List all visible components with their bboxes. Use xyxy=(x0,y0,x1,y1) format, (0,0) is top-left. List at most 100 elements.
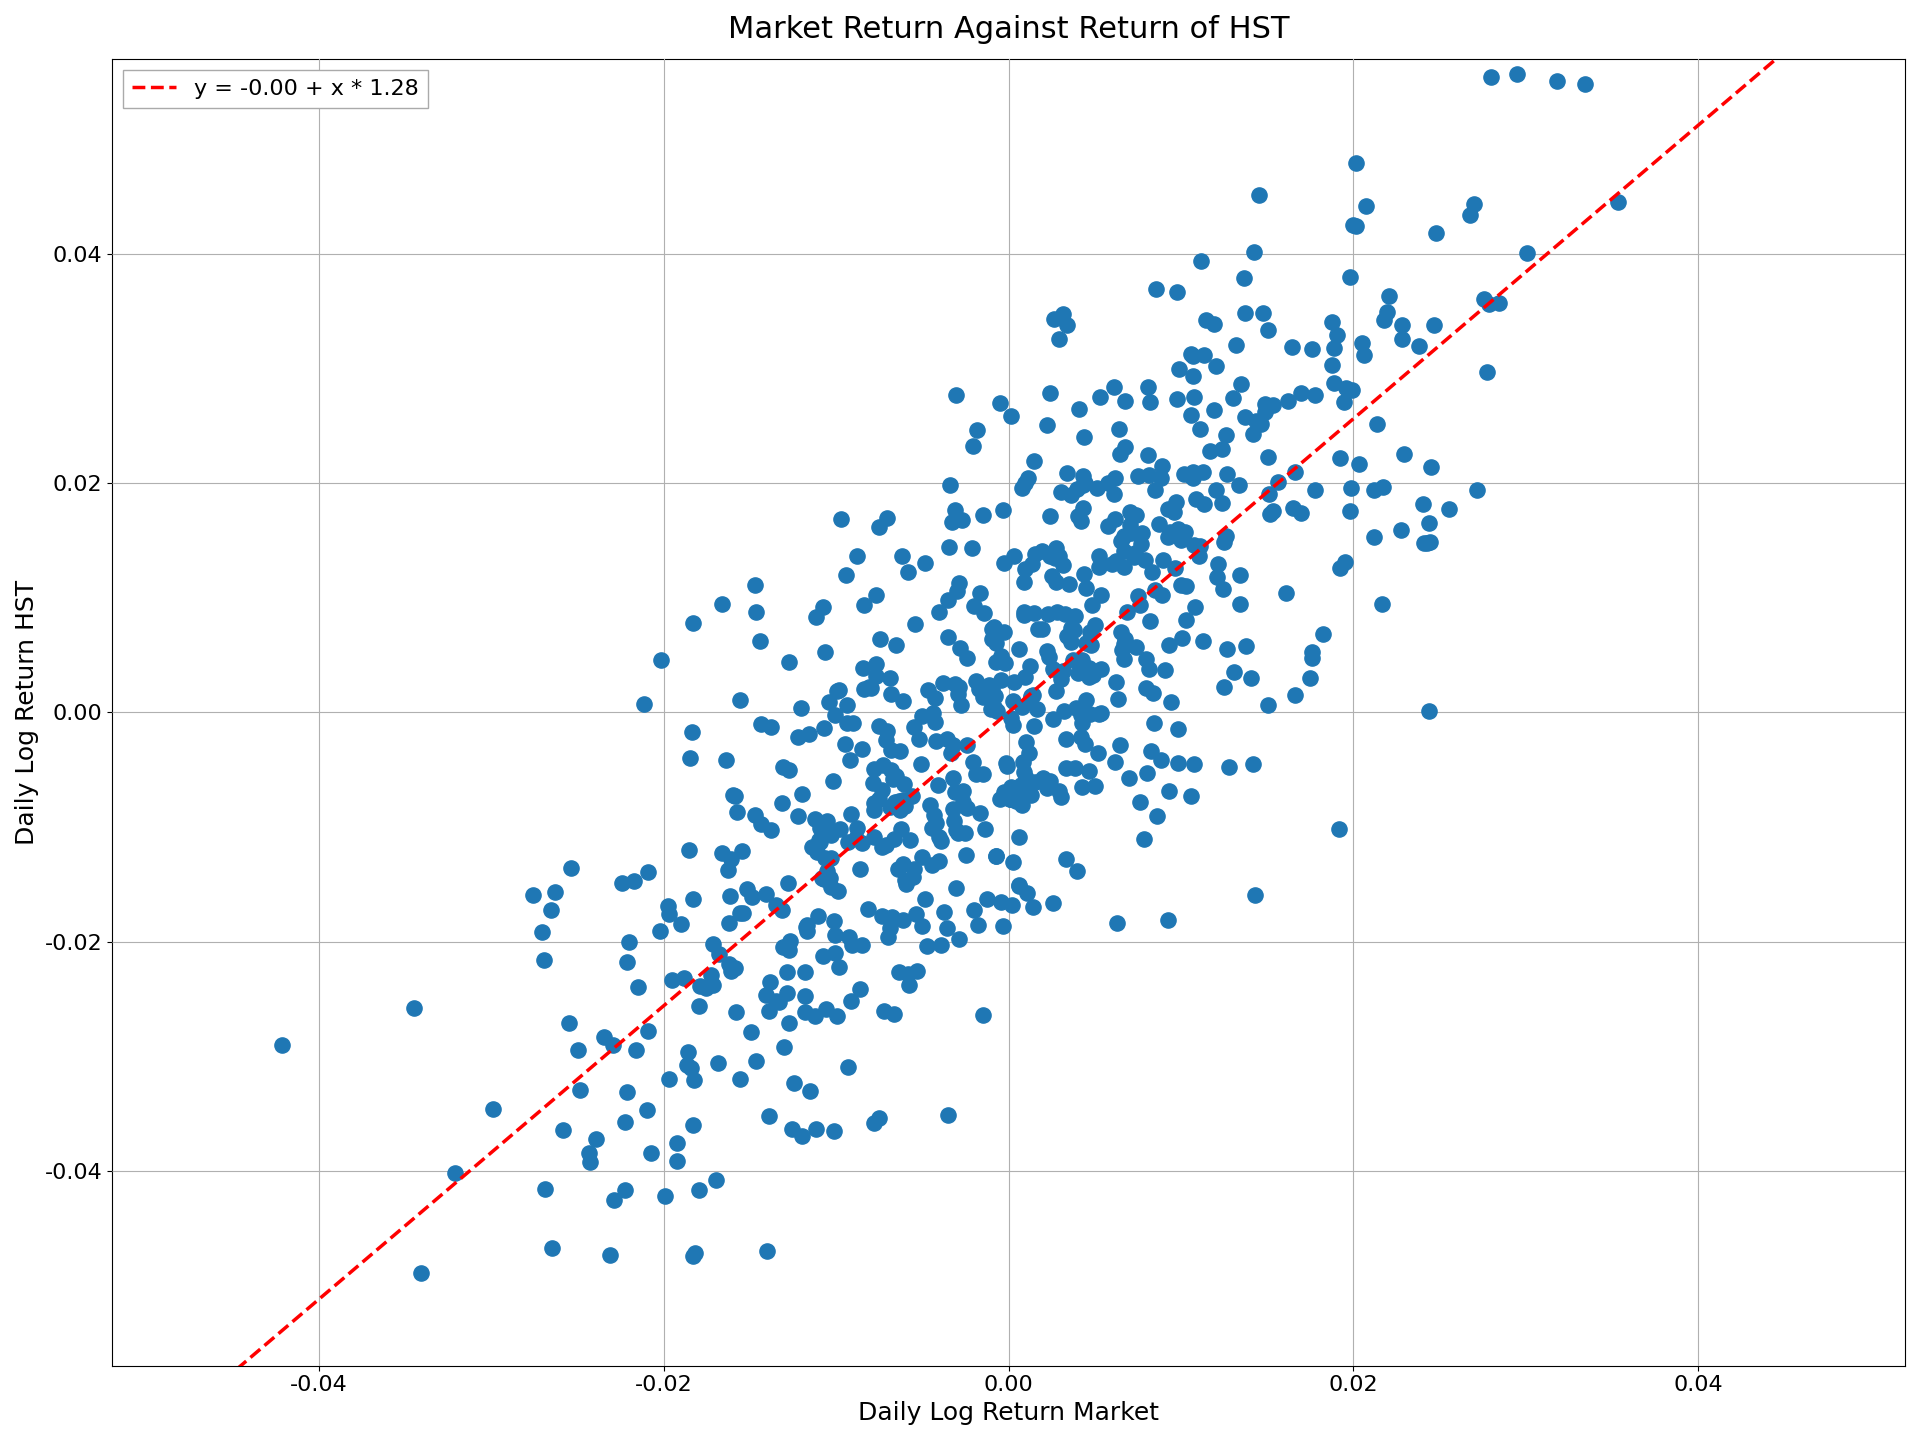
Point xyxy=(707,841,737,864)
Point xyxy=(1261,471,1292,494)
Point xyxy=(705,942,735,965)
Point xyxy=(1223,474,1254,497)
Point xyxy=(945,927,975,950)
Point xyxy=(714,912,745,935)
Point xyxy=(1119,541,1150,564)
Point xyxy=(1140,278,1171,301)
Point xyxy=(883,858,914,881)
Point xyxy=(906,914,937,937)
Point xyxy=(741,1050,772,1073)
Point xyxy=(793,723,824,746)
Point xyxy=(672,1040,703,1063)
Point xyxy=(943,572,973,595)
Point xyxy=(1183,544,1213,567)
Point xyxy=(814,690,845,713)
Point xyxy=(1098,482,1129,505)
Point xyxy=(1102,688,1133,711)
Point xyxy=(1388,442,1419,465)
Point xyxy=(920,711,950,734)
Point xyxy=(1100,467,1131,490)
Point xyxy=(1108,648,1139,671)
Point xyxy=(1300,383,1331,406)
Point xyxy=(952,647,983,670)
Point xyxy=(1066,703,1096,726)
Point xyxy=(739,573,770,596)
Point xyxy=(906,845,937,868)
Point xyxy=(1202,553,1233,576)
Point xyxy=(1371,301,1402,324)
Point xyxy=(939,780,970,804)
Point xyxy=(1100,752,1131,775)
Point xyxy=(829,732,860,755)
Point xyxy=(645,920,676,943)
Point xyxy=(1056,631,1087,654)
Point xyxy=(662,1132,693,1155)
Point xyxy=(866,778,897,801)
Point xyxy=(674,838,705,861)
Point xyxy=(774,929,804,952)
Point xyxy=(998,544,1029,567)
Point xyxy=(1252,694,1283,717)
Point xyxy=(1064,504,1094,527)
Point xyxy=(1156,521,1187,544)
Point xyxy=(806,945,837,968)
Point xyxy=(1104,418,1135,441)
Point xyxy=(885,739,916,762)
Point xyxy=(885,818,916,841)
Point xyxy=(960,899,991,922)
Point xyxy=(611,1110,641,1133)
Point xyxy=(1121,635,1152,658)
Point xyxy=(1348,331,1379,354)
Point xyxy=(943,821,973,844)
Point xyxy=(1300,478,1331,501)
Point xyxy=(1139,681,1169,704)
Point xyxy=(937,510,968,533)
Point xyxy=(860,652,891,675)
Point xyxy=(887,909,918,932)
Point xyxy=(1041,546,1071,569)
Point xyxy=(1162,752,1192,775)
Point xyxy=(933,589,964,612)
Point xyxy=(1179,596,1210,619)
Point xyxy=(833,1056,864,1079)
Point xyxy=(1369,308,1400,331)
Point xyxy=(912,678,943,701)
Point xyxy=(1018,553,1048,576)
Point xyxy=(960,670,991,693)
Point xyxy=(580,1128,611,1151)
Point xyxy=(1469,288,1500,311)
Point xyxy=(947,508,977,531)
Point xyxy=(1083,703,1114,726)
Point xyxy=(1081,477,1112,500)
Point xyxy=(1419,314,1450,337)
Point xyxy=(824,956,854,979)
Point xyxy=(1033,602,1064,625)
Point xyxy=(1092,472,1123,495)
Point xyxy=(1008,570,1039,593)
Point xyxy=(732,878,762,901)
Point xyxy=(1212,462,1242,485)
Point xyxy=(922,812,952,835)
Point xyxy=(847,657,877,680)
Point xyxy=(1152,526,1183,549)
Point xyxy=(1079,613,1110,636)
Point xyxy=(995,788,1025,811)
Point xyxy=(1006,696,1037,719)
Point xyxy=(1041,680,1071,703)
Point xyxy=(1068,497,1098,520)
Point xyxy=(555,857,586,880)
Point xyxy=(1198,312,1229,336)
Point xyxy=(852,897,883,920)
Point xyxy=(887,852,918,876)
Point xyxy=(1131,549,1162,572)
Point xyxy=(876,683,906,706)
Point xyxy=(785,697,816,720)
Point xyxy=(1006,773,1037,796)
Point xyxy=(1210,423,1240,446)
Point xyxy=(820,704,851,727)
Point xyxy=(985,668,1016,691)
Point xyxy=(1006,477,1037,500)
Point xyxy=(1116,521,1146,544)
Point xyxy=(864,788,895,811)
Point xyxy=(1071,577,1102,600)
